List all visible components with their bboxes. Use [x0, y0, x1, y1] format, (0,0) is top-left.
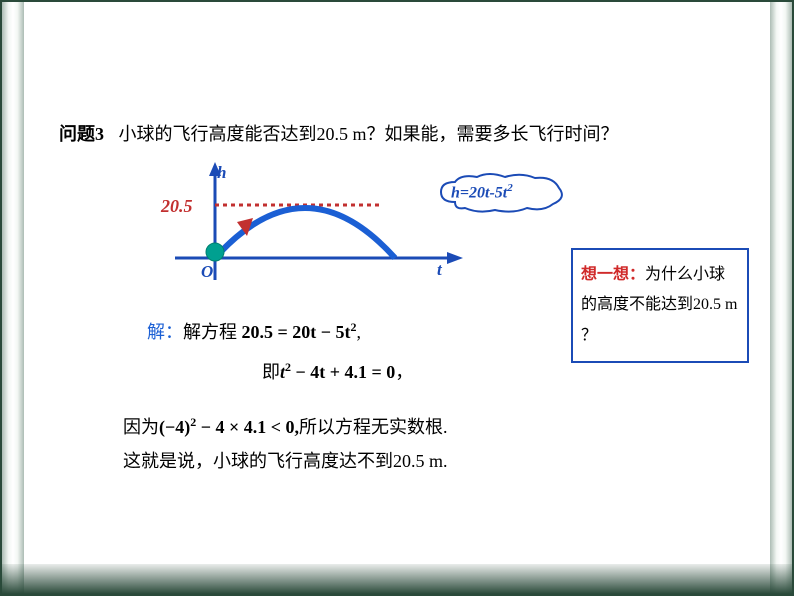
trajectory-diagram: 20.5 h O t — [175, 160, 475, 300]
question-body: 小球的飞行高度能否达到20.5 m？如果能，需要多长飞行时间？ — [119, 124, 619, 144]
y-axis-label: h — [217, 163, 226, 183]
question-text: 问题3 小球的飞行高度能否达到20.5 m？如果能，需要多长飞行时间？ — [59, 120, 619, 146]
discriminant-line2: 这就是说，小球的飞行高度达不到20.5 m. — [123, 444, 448, 478]
frame-bottom-decoration — [2, 564, 792, 594]
solution-label: 解： — [147, 322, 183, 342]
solution-block: 解：解方程 20.5 = 20t − 5t2, 即t2 − 4t + 4.1 =… — [147, 314, 413, 390]
y-target-label: 20.5 — [161, 196, 193, 217]
slide-content: 问题3 小球的飞行高度能否达到20.5 m？如果能，需要多长飞行时间？ 20.5… — [45, 0, 749, 566]
question-label: 问题3 — [59, 124, 104, 144]
frame-left-decoration — [2, 2, 24, 594]
think-label: 想一想： — [581, 266, 645, 283]
x-axis-label: t — [437, 260, 442, 280]
equation-text: h=20t-5t2 — [451, 182, 513, 202]
origin-label: O — [201, 262, 213, 282]
solution-line1: 解：解方程 20.5 = 20t − 5t2, — [147, 314, 413, 350]
equation-callout: h=20t-5t2 — [435, 174, 570, 214]
frame-right-decoration — [770, 2, 792, 594]
discriminant-line1: 因为(−4)2 − 4 × 4.1 < 0,所以方程无实数根. — [123, 410, 448, 444]
solution-line2: 即t2 − 4t + 4.1 = 0， — [262, 354, 413, 390]
discriminant-block: 因为(−4)2 − 4 × 4.1 < 0,所以方程无实数根. 这就是说，小球的… — [123, 410, 448, 478]
think-box: 想一想：为什么小球的高度不能达到20.5 m ？ — [571, 248, 749, 363]
